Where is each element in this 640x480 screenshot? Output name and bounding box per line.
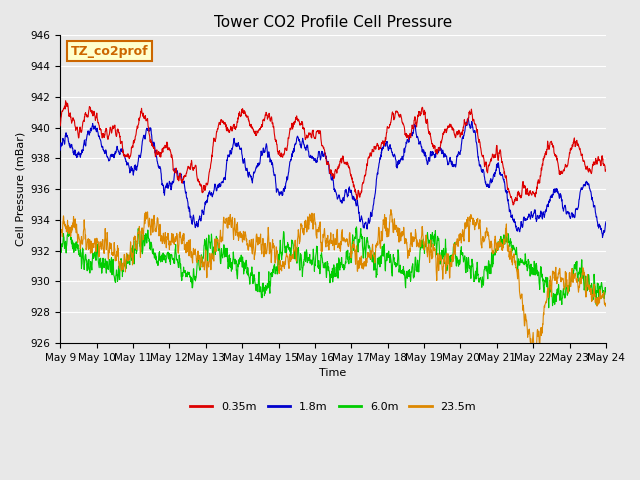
Text: TZ_co2prof: TZ_co2prof bbox=[71, 45, 148, 58]
Y-axis label: Cell Pressure (mBar): Cell Pressure (mBar) bbox=[15, 132, 25, 246]
X-axis label: Time: Time bbox=[319, 368, 347, 378]
Title: Tower CO2 Profile Cell Pressure: Tower CO2 Profile Cell Pressure bbox=[214, 15, 452, 30]
Legend: 0.35m, 1.8m, 6.0m, 23.5m: 0.35m, 1.8m, 6.0m, 23.5m bbox=[186, 398, 481, 417]
